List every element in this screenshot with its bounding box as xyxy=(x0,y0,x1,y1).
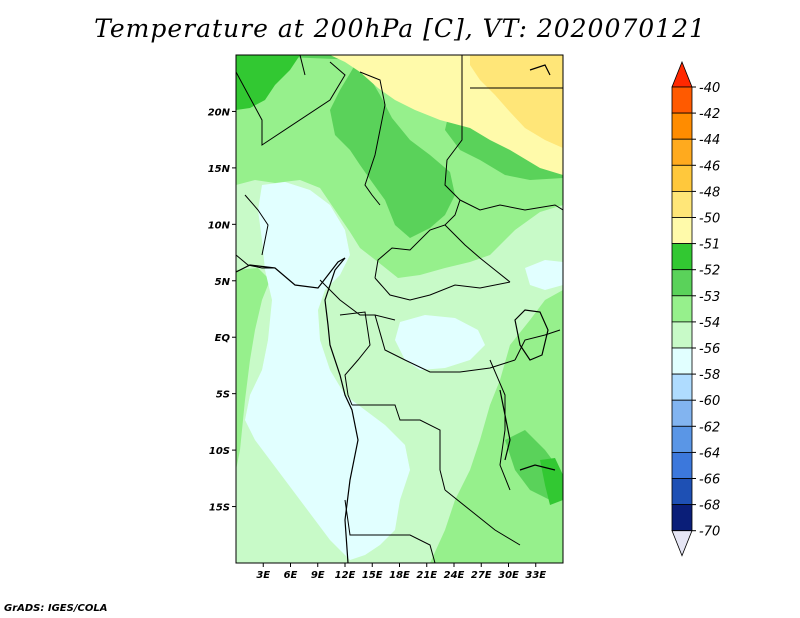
colorbar-label: -50 xyxy=(699,212,720,227)
y-tick-label: 10N xyxy=(208,220,231,231)
colorbar-label: -42 xyxy=(699,107,720,122)
colorbar-label: -54 xyxy=(699,316,720,331)
field-medium-green-west xyxy=(236,268,270,470)
field-dark-green-north xyxy=(236,55,563,180)
colorbar-segment xyxy=(671,451,693,479)
colorbar-segment xyxy=(671,164,693,192)
x-axis-ticks: 3E 6E 9E 12E 15E 18E 21E 24E 27E 30E 33E xyxy=(256,563,546,581)
field-light-cyan-west xyxy=(245,182,410,560)
colorbar-segment xyxy=(671,190,693,218)
x-tick-label: 30E xyxy=(498,570,519,581)
field-orange-yellow-northeast xyxy=(470,55,563,148)
field-dark-green-patch xyxy=(236,55,300,110)
y-tick-label: 15S xyxy=(209,503,230,514)
colorbar-segment xyxy=(671,425,693,453)
colorbar-label: -56 xyxy=(699,342,720,357)
map-plot-area xyxy=(236,55,563,563)
colorbar-label: -48 xyxy=(699,185,720,200)
x-tick-label: 18E xyxy=(389,570,410,581)
chart-title: Temperature at 200hPa [C], VT: 202007012… xyxy=(94,14,706,43)
x-tick-label: 21E xyxy=(416,570,437,581)
colorbar-segment xyxy=(671,269,693,297)
colorbar-label: -51 xyxy=(699,238,720,253)
y-tick-label: 20N xyxy=(208,107,231,118)
colorbar-label: -62 xyxy=(699,420,720,435)
colorbar-segment xyxy=(671,86,693,114)
colorbar-segment xyxy=(671,478,693,506)
colorbar-segment xyxy=(671,138,693,166)
colorbar-label: -53 xyxy=(699,290,720,305)
colorbar-label: -40 xyxy=(699,81,720,96)
x-tick-label: 6E xyxy=(284,570,298,581)
y-tick-label: 10S xyxy=(209,446,230,457)
colorbar-label: -60 xyxy=(699,394,720,409)
colorbar-segment xyxy=(671,112,693,140)
colorbar-segment xyxy=(671,243,693,271)
colorbar-bottom-arrow xyxy=(671,530,693,557)
y-axis-ticks: 20N 15N 10N 5N EQ 5S 10S 15S xyxy=(208,107,236,514)
colorbar-segment xyxy=(671,217,693,245)
colorbar-segment xyxy=(671,295,693,323)
x-tick-label: 12E xyxy=(335,570,356,581)
footer-credit: GrADS: IGES/COLA xyxy=(4,603,108,614)
colorbar-segment xyxy=(671,373,693,401)
field-light-cyan-east xyxy=(525,260,563,290)
x-tick-label: 27E xyxy=(471,570,492,581)
colorbar-label: -70 xyxy=(699,525,720,540)
field-medium-green-east xyxy=(430,290,563,563)
colorbar-segment xyxy=(671,504,693,532)
y-tick-label: 5N xyxy=(215,277,231,288)
colorbar-segment xyxy=(671,321,693,349)
x-tick-label: 9E xyxy=(311,570,325,581)
colorbar-label: -46 xyxy=(699,159,720,174)
colorbar-label: -64 xyxy=(699,446,720,461)
colorbar-label: -52 xyxy=(699,264,720,279)
y-tick-label: EQ xyxy=(215,333,231,344)
colorbar-segment xyxy=(671,399,693,427)
field-dark-green-north-2 xyxy=(236,55,455,238)
colorbar: -40 -42 -44 -46 -48 -50 -51 -52 -53 -54 -56 -58 -60 -… xyxy=(671,60,720,557)
x-tick-label: 3E xyxy=(256,570,270,581)
x-tick-label: 15E xyxy=(362,570,383,581)
colorbar-top-arrow xyxy=(671,60,693,88)
field-light-cyan-central xyxy=(395,315,485,370)
y-tick-label: 5S xyxy=(216,390,230,401)
colorbar-segment xyxy=(671,347,693,375)
country-borders xyxy=(236,55,563,563)
y-tick-label: 15N xyxy=(208,164,231,175)
field-dark-green-east-patch-2 xyxy=(540,458,563,505)
x-tick-label: 24E xyxy=(444,570,465,581)
colorbar-label: -58 xyxy=(699,368,720,383)
x-tick-label: 33E xyxy=(525,570,546,581)
colorbar-label: -44 xyxy=(699,133,720,148)
coastline xyxy=(236,64,556,563)
colorbar-label: -68 xyxy=(699,499,720,514)
colorbar-label: -66 xyxy=(699,473,720,488)
